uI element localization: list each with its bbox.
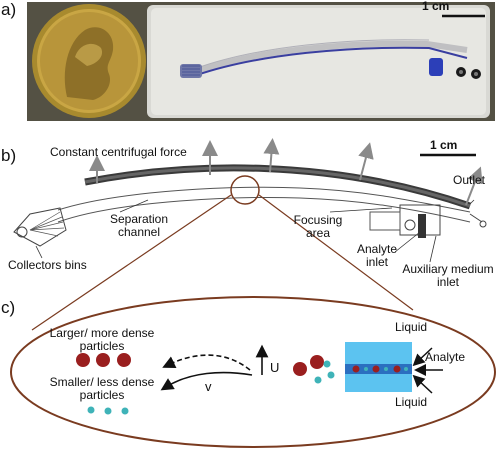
larger-particles-label-line2: particles [79, 339, 125, 353]
auxiliary-medium-inlet-label: Auxiliary medium inlet [398, 263, 498, 289]
liquid-arrows [412, 347, 443, 394]
analyte-label: Analyte [425, 350, 466, 364]
chip-outline [13, 164, 487, 247]
chip-photo [147, 5, 490, 118]
separation-channel-label-line2: channel [117, 225, 161, 239]
panel-b-scale-label: 1 cm [430, 138, 458, 152]
focusing-area-label: Focusing area [292, 214, 344, 240]
zoom-ellipse [10, 296, 496, 448]
separation-channel-label: Separation channel [104, 213, 174, 239]
force-label: Constant centrifugal force [50, 145, 187, 159]
panel-c-letter: c) [1, 298, 16, 317]
panel-b-letter: b) [1, 146, 17, 165]
large-particles-left [76, 353, 131, 367]
panel-a-photo [27, 2, 495, 121]
separation-channel-label-line1: Separation [109, 212, 169, 226]
analyte-inlet-label-line2: inlet [365, 255, 388, 269]
focusing-area-label-line2: area [305, 226, 331, 240]
liquid-bottom-label: Liquid [395, 395, 428, 409]
mixed-particles-center [293, 355, 335, 384]
arrow-curved-icon [160, 371, 253, 391]
smaller-particles-label-line1: Smaller/ less dense [49, 375, 155, 389]
panel-a-scale-label: 1 cm [422, 0, 450, 13]
outlet-label: Outlet [453, 173, 486, 187]
smaller-particles-label: Smaller/ less dense particles [42, 376, 162, 402]
focusing-area-label-line1: Focusing [293, 213, 343, 227]
v-label: v [205, 379, 212, 394]
larger-particles-label: Larger/ more dense particles [42, 327, 162, 353]
coin-photo [32, 4, 146, 118]
analyte-inlet-label-line1: Analyte [356, 242, 398, 256]
collectors-bins-label: Collectors bins [8, 258, 87, 272]
panel-a-letter: a) [1, 0, 17, 19]
liquid-box [345, 342, 412, 392]
smaller-particles-label-line2: particles [79, 388, 125, 402]
auxiliary-medium-label-line1: Auxiliary medium [402, 262, 494, 276]
liquid-top-label: Liquid [395, 320, 428, 334]
small-particles-left [87, 406, 129, 415]
analyte-inlet-label: Analyte inlet [350, 243, 404, 269]
u-label: U [270, 360, 280, 375]
larger-particles-label-line1: Larger/ more dense [49, 326, 155, 340]
force-arrows [89, 138, 483, 206]
auxiliary-medium-label-line2: inlet [436, 275, 459, 289]
arrow-curved-dashed-icon [162, 354, 251, 371]
